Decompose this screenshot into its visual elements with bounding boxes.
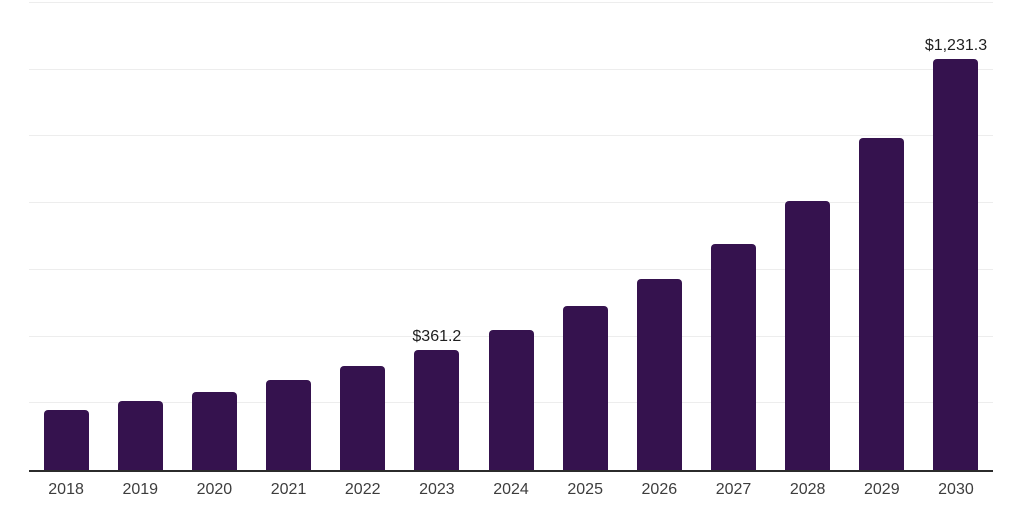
bar-2023[interactable]: $361.2	[412, 328, 461, 470]
bar-2024[interactable]	[488, 329, 534, 470]
bar-column-2025	[548, 3, 622, 470]
x-tick-label-2030: 2030	[938, 481, 974, 498]
bar-value-label-2023: $361.2	[412, 327, 462, 345]
bar-column-2024	[474, 3, 548, 470]
bar-2027[interactable]	[710, 243, 756, 470]
x-tick-label-2027: 2027	[715, 481, 752, 498]
x-tick-label-2021: 2021	[270, 481, 307, 498]
x-axis: 2018 2019 2020 2021 2022 2023 2024 2025 2026 2027…	[29, 481, 993, 499]
bar-column-2029	[845, 3, 919, 470]
bar-2030[interactable]: $1,231.3	[925, 37, 987, 470]
x-tick-label-2018: 2018	[48, 481, 84, 498]
gridline	[29, 202, 993, 204]
bar-2026[interactable]	[636, 278, 682, 470]
bars-container: $361.2 $1,231.3	[29, 3, 993, 470]
x-tick-label-2022: 2022	[344, 481, 381, 498]
gridline	[29, 68, 993, 70]
bar-2020[interactable]	[191, 391, 237, 470]
bar-column-2019	[103, 3, 177, 470]
bar-value-label-2030: $1,231.3	[924, 37, 988, 55]
bar-2018[interactable]	[43, 409, 89, 470]
bar-column-2021	[251, 3, 325, 470]
bar-column-2028	[771, 3, 845, 470]
x-tick-label-2029: 2029	[864, 481, 900, 498]
bar-2019[interactable]	[117, 400, 163, 470]
bar-column-2018	[29, 3, 103, 470]
bar-column-2027	[696, 3, 770, 470]
x-tick-label-2020: 2020	[196, 481, 233, 498]
x-tick-label-2019: 2019	[122, 481, 159, 498]
x-tick-label-2024: 2024	[493, 481, 529, 498]
x-tick-label-2025: 2025	[567, 481, 603, 498]
bar-column-2023: $361.2	[400, 3, 474, 470]
bar-2028[interactable]	[785, 201, 831, 470]
x-tick-label-2026: 2026	[641, 481, 678, 498]
gridline	[29, 135, 993, 137]
bar-2022[interactable]	[340, 365, 386, 470]
gridline	[29, 268, 993, 270]
x-tick-label-2028: 2028	[789, 481, 826, 498]
bar-2029[interactable]	[859, 137, 905, 470]
bar-column-2026	[622, 3, 696, 470]
gridline	[29, 2, 993, 3]
x-tick-label-2023: 2023	[419, 481, 455, 498]
bar-2025[interactable]	[562, 305, 608, 470]
bar-column-2030: $1,231.3	[919, 3, 993, 470]
bar-column-2020	[177, 3, 251, 470]
bar-2021[interactable]	[266, 379, 312, 470]
plot-area: $361.2 $1,231.3	[29, 2, 993, 472]
bar-column-2022	[326, 3, 400, 470]
